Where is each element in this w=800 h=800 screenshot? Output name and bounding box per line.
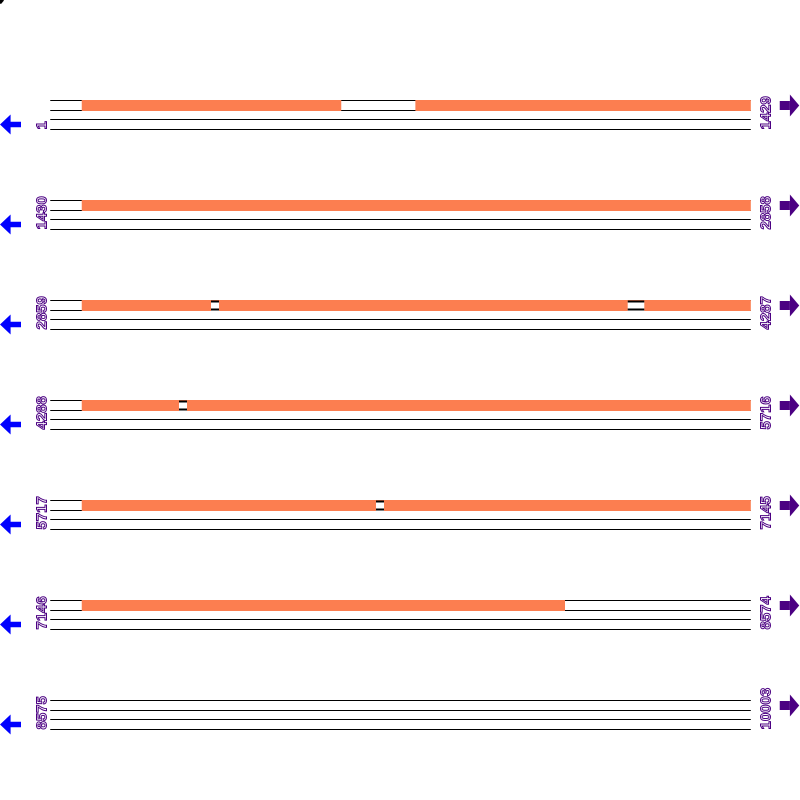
svg-text:7146: 7146 [33, 596, 50, 629]
svg-text:4287: 4287 [757, 296, 774, 329]
svg-text:5717: 5717 [33, 496, 50, 529]
svg-text:7145: 7145 [757, 496, 774, 529]
svg-text:4288: 4288 [33, 396, 50, 429]
svg-text:1429: 1429 [757, 96, 774, 129]
svg-text:5716: 5716 [757, 396, 774, 429]
svg-text:10003: 10003 [757, 688, 774, 730]
svg-text:2859: 2859 [33, 296, 50, 329]
svg-text:8575: 8575 [33, 696, 50, 729]
svg-text:2858: 2858 [757, 196, 774, 229]
svg-text:1: 1 [33, 121, 50, 129]
svg-text:1430: 1430 [33, 196, 50, 229]
svg-text:8574: 8574 [757, 595, 774, 629]
